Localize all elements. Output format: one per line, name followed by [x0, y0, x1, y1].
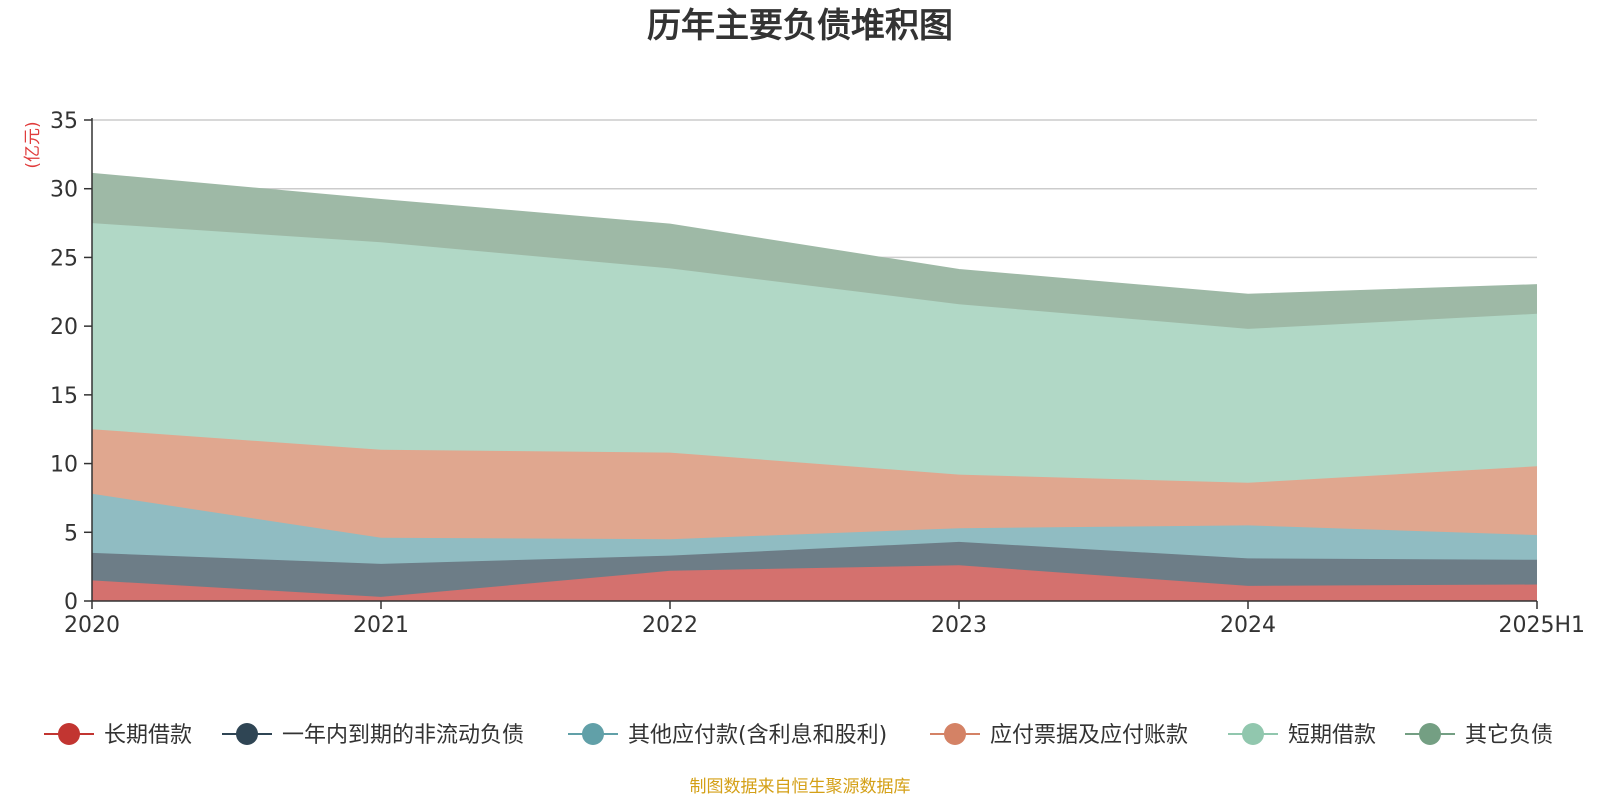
legend-item-0[interactable]: 长期借款 [44, 723, 192, 748]
legend-label: 其他应付款(含利息和股利) [628, 723, 887, 748]
legend-item-3[interactable]: 应付票据及应付账款 [930, 723, 1188, 748]
chart-title: 历年主要负债堆积图 [647, 6, 953, 46]
y-tick-label: 25 [50, 246, 78, 271]
y-tick-label: 15 [50, 384, 78, 409]
y-tick-label: 5 [64, 521, 78, 546]
x-tick-label: 2023 [931, 613, 987, 638]
x-tick-label: 2021 [353, 613, 409, 638]
source-note: 制图数据来自恒生聚源数据库 [690, 777, 911, 797]
area-series [91, 172, 1538, 601]
legend-item-5[interactable]: 其它负债 [1405, 723, 1553, 748]
y-tick-label: 10 [50, 453, 78, 478]
legend-label: 应付票据及应付账款 [990, 723, 1188, 748]
legend-item-2[interactable]: 其他应付款(含利息和股利) [568, 723, 887, 748]
x-tick-label: 2024 [1220, 613, 1276, 638]
area-series-1 [92, 541, 1537, 597]
y-tick-label: 35 [50, 109, 78, 134]
legend-item-1[interactable]: 一年内到期的非流动负债 [222, 723, 524, 748]
legend[interactable]: 长期借款 一年内到期的非流动负债 其他应付款(含利息和股利) 应付票据及应付账款 短期借… [44, 723, 1553, 748]
x-tick-label: 2025H1 [1498, 613, 1585, 638]
legend-marker [944, 723, 966, 745]
y-tick-label: 0 [64, 590, 78, 615]
series-line-5 [91, 172, 1538, 296]
legend-marker [236, 723, 258, 745]
legend-label: 其它负债 [1465, 723, 1553, 748]
area-series-0 [92, 565, 1537, 601]
x-tick-label: 2020 [64, 613, 120, 638]
legend-label: 长期借款 [104, 723, 192, 748]
legend-label: 一年内到期的非流动负债 [282, 723, 524, 748]
area-series-5 [92, 173, 1537, 329]
legend-marker [58, 723, 80, 745]
area-series-4 [92, 223, 1537, 483]
y-axis-unit-label: (亿元) [23, 121, 43, 168]
y-tick-label: 20 [50, 315, 78, 340]
legend-marker [1242, 723, 1264, 745]
legend-marker [582, 723, 604, 745]
axes: 0 5 10 15 20 25 30 35 2020 2021 2022 2023 2024 2025H1 [50, 109, 1585, 638]
area-series-2 [92, 493, 1537, 564]
legend-item-4[interactable]: 短期借款 [1228, 723, 1376, 748]
y-tick-label: 30 [50, 178, 78, 203]
area-series-3 [92, 429, 1537, 540]
x-tick-label: 2022 [642, 613, 698, 638]
legend-label: 短期借款 [1288, 723, 1376, 748]
legend-marker [1419, 723, 1441, 745]
